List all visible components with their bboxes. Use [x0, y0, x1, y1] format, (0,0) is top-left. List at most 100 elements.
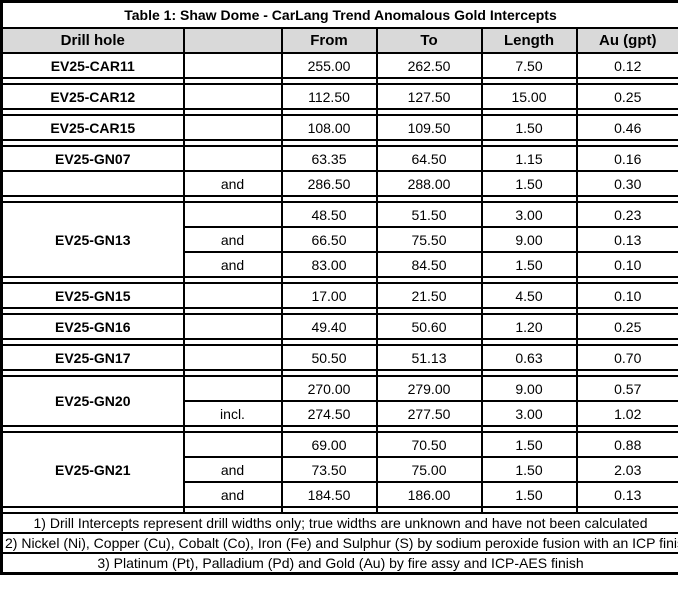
intercept-row: and 66.50 75.50 9.00 0.13 — [2, 226, 678, 253]
footnote-row: 2) Nickel (Ni), Copper (Cu), Cobalt (Co)… — [0, 532, 678, 554]
drill-hole-cell: EV25-GN21 — [0, 431, 185, 508]
to-cell: 75.50 — [375, 226, 483, 253]
from-cell: 63.35 — [280, 145, 378, 172]
from-cell: 83.00 — [280, 251, 378, 278]
qualifier-cell: and — [182, 170, 283, 197]
from-cell: 48.50 — [280, 201, 378, 228]
from-cell: 17.00 — [280, 282, 378, 309]
drill-results-table-container: Table 1: Shaw Dome - CarLang Trend Anoma… — [0, 0, 678, 575]
qualifier-cell — [182, 431, 283, 458]
intercept-row: EV25-CAR12 112.50 127.50 15.00 0.25 — [0, 83, 678, 110]
to-cell: 288.00 — [375, 170, 483, 197]
from-cell: 50.50 — [280, 344, 378, 371]
length-cell: 1.50 — [480, 170, 578, 197]
spacer-row — [0, 276, 678, 284]
au-cell: 0.13 — [575, 226, 678, 253]
drill-hole-cell: EV25-GN07 — [0, 145, 185, 172]
col-header-au: Au (gpt) — [575, 27, 678, 54]
intercept-row: and 83.00 84.50 1.50 0.10 — [2, 251, 678, 278]
to-cell: 84.50 — [375, 251, 483, 278]
intercept-row: EV25-GN13 48.50 51.50 3.00 0.23 — [0, 201, 678, 278]
length-cell: 1.50 — [480, 114, 578, 141]
au-cell: 0.13 — [575, 481, 678, 508]
intercept-row: EV25-GN21 69.00 70.50 1.50 0.88 — [0, 431, 678, 508]
qualifier-cell — [182, 344, 283, 371]
qualifier-cell: incl. — [182, 400, 283, 427]
col-header-length: Length — [480, 27, 578, 54]
intercept-row: EV25-GN15 17.00 21.50 4.50 0.10 — [0, 282, 678, 309]
intercept-row: EV25-GN20 270.00 279.00 9.00 0.57 — [0, 375, 678, 427]
intercept-row: and 286.50 288.00 1.50 0.30 — [0, 170, 678, 197]
intercept-row: incl. 274.50 277.50 3.00 1.02 — [2, 400, 678, 427]
spacer-row — [0, 195, 678, 203]
to-cell: 109.50 — [375, 114, 483, 141]
au-cell: 0.10 — [575, 251, 678, 278]
intercept-row: EV25-GN07 63.35 64.50 1.15 0.16 — [0, 145, 678, 172]
qualifier-cell: and — [182, 251, 283, 278]
qualifier-cell — [182, 313, 283, 340]
qualifier-cell — [182, 282, 283, 309]
to-cell: 21.50 — [375, 282, 483, 309]
qualifier-cell — [182, 83, 283, 110]
spacer-row — [0, 77, 678, 85]
from-cell: 69.00 — [280, 431, 378, 458]
drill-hole-cell: EV25-GN20 — [0, 375, 185, 427]
to-cell: 279.00 — [375, 375, 483, 402]
col-header-drill-hole: Drill hole — [0, 27, 185, 54]
to-cell: 262.50 — [375, 52, 483, 79]
col-header-qualifier — [182, 27, 283, 54]
from-cell: 49.40 — [280, 313, 378, 340]
intercept-row: EV25-CAR15 108.00 109.50 1.50 0.46 — [0, 114, 678, 141]
au-cell: 0.23 — [575, 201, 678, 228]
au-cell: 0.70 — [575, 344, 678, 371]
drill-hole-cell: EV25-CAR12 — [0, 83, 185, 110]
drill-hole-cell: EV25-CAR11 — [0, 52, 185, 79]
length-cell: 7.50 — [480, 52, 578, 79]
spacer-row — [0, 338, 678, 346]
qualifier-cell — [182, 145, 283, 172]
au-cell: 0.16 — [575, 145, 678, 172]
au-cell: 0.25 — [575, 313, 678, 340]
col-header-from: From — [280, 27, 378, 54]
from-cell: 184.50 — [280, 481, 378, 508]
footnote-row: 1) Drill Intercepts represent drill widt… — [0, 512, 678, 534]
drill-hole-cell: EV25-CAR15 — [0, 114, 185, 141]
spacer-row — [0, 425, 678, 433]
from-cell: 286.50 — [280, 170, 378, 197]
footnote-row: 3) Platinum (Pt), Palladium (Pd) and Gol… — [0, 552, 678, 575]
au-cell: 0.10 — [575, 282, 678, 309]
spacer-row — [0, 506, 678, 514]
drill-hole-cell: EV25-GN17 — [0, 344, 185, 371]
from-cell: 270.00 — [280, 375, 378, 402]
qualifier-cell: and — [182, 481, 283, 508]
spacer-row — [0, 139, 678, 147]
to-cell: 51.13 — [375, 344, 483, 371]
from-cell: 255.00 — [280, 52, 378, 79]
drill-hole-cell: EV25-GN13 — [0, 201, 185, 278]
length-cell: 1.50 — [480, 431, 578, 458]
drill-hole-cell — [0, 170, 185, 197]
qualifier-cell — [182, 114, 283, 141]
length-cell: 1.15 — [480, 145, 578, 172]
length-cell: 0.63 — [480, 344, 578, 371]
length-cell: 9.00 — [480, 226, 578, 253]
drill-hole-cell: EV25-GN15 — [0, 282, 185, 309]
from-cell: 274.50 — [280, 400, 378, 427]
to-cell: 64.50 — [375, 145, 483, 172]
length-cell: 3.00 — [480, 201, 578, 228]
spacer-row — [0, 108, 678, 116]
length-cell: 1.20 — [480, 313, 578, 340]
from-cell: 112.50 — [280, 83, 378, 110]
to-cell: 51.50 — [375, 201, 483, 228]
length-cell: 15.00 — [480, 83, 578, 110]
au-cell: 0.12 — [575, 52, 678, 79]
col-header-to: To — [375, 27, 483, 54]
title-row: Table 1: Shaw Dome - CarLang Trend Anoma… — [0, 0, 678, 29]
header-row: Drill hole From To Length Au (gpt) — [0, 27, 678, 54]
footnote-2: 2) Nickel (Ni), Copper (Cu), Cobalt (Co)… — [0, 532, 678, 554]
spacer-row — [0, 307, 678, 315]
qualifier-cell — [182, 52, 283, 79]
au-cell: 1.02 — [575, 400, 678, 427]
footnote-1: 1) Drill Intercepts represent drill widt… — [0, 512, 678, 534]
au-cell: 0.46 — [575, 114, 678, 141]
